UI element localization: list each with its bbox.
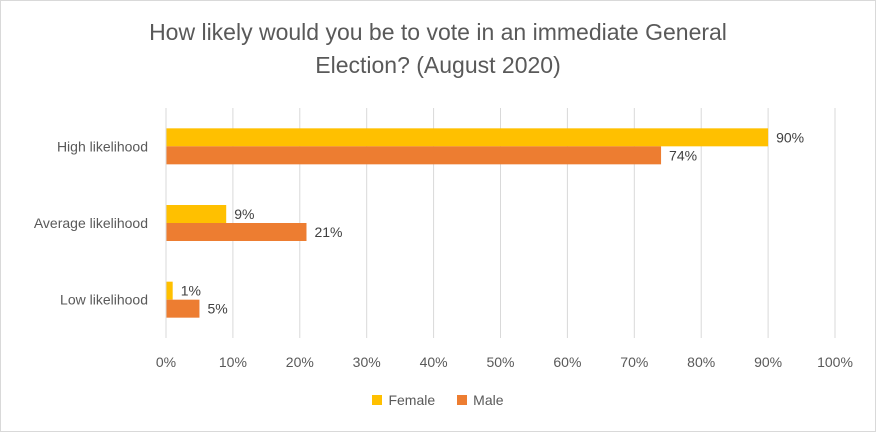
data-label: 1%	[181, 283, 201, 299]
chart-title-line-2: Election? (August 2020)	[315, 52, 561, 78]
category-label: High likelihood	[57, 138, 148, 154]
x-tick-label: 60%	[553, 354, 581, 370]
x-tick-label: 80%	[687, 354, 715, 370]
bar-female	[166, 281, 173, 300]
x-tick-label: 70%	[620, 354, 648, 370]
x-tick-label: 0%	[156, 354, 176, 370]
legend-item-female: Female	[372, 392, 435, 408]
bar-male	[166, 146, 662, 165]
chart-title-line-1: How likely would you be to vote in an im…	[149, 19, 727, 45]
bar-male	[166, 223, 307, 241]
x-tick-label: 90%	[754, 354, 782, 370]
category-label: Low likelihood	[60, 292, 148, 308]
chart-title: How likely would you be to vote in an im…	[0, 16, 876, 82]
x-tick-label: 50%	[486, 354, 514, 370]
bar-male	[166, 299, 200, 318]
legend-label-female: Female	[388, 392, 436, 408]
category-label: Average likelihood	[34, 215, 148, 231]
data-label: 5%	[207, 301, 227, 317]
data-label: 21%	[314, 224, 342, 240]
data-label: 90%	[776, 129, 804, 145]
x-tick-label: 20%	[286, 354, 314, 370]
legend-swatch-male	[457, 395, 468, 405]
bar-female	[166, 205, 227, 223]
legend-swatch-female	[372, 395, 383, 405]
legend-item-male: Male	[457, 392, 504, 408]
x-tick-label: 10%	[219, 354, 247, 370]
x-tick-label: 30%	[353, 354, 381, 370]
data-label: 9%	[234, 206, 254, 222]
x-tick-label: 100%	[817, 354, 853, 370]
x-tick-label: 40%	[420, 354, 448, 370]
legend: Female Male	[0, 392, 876, 408]
legend-label-male: Male	[473, 392, 504, 408]
data-label: 74%	[669, 147, 697, 163]
bar-female	[166, 128, 769, 147]
